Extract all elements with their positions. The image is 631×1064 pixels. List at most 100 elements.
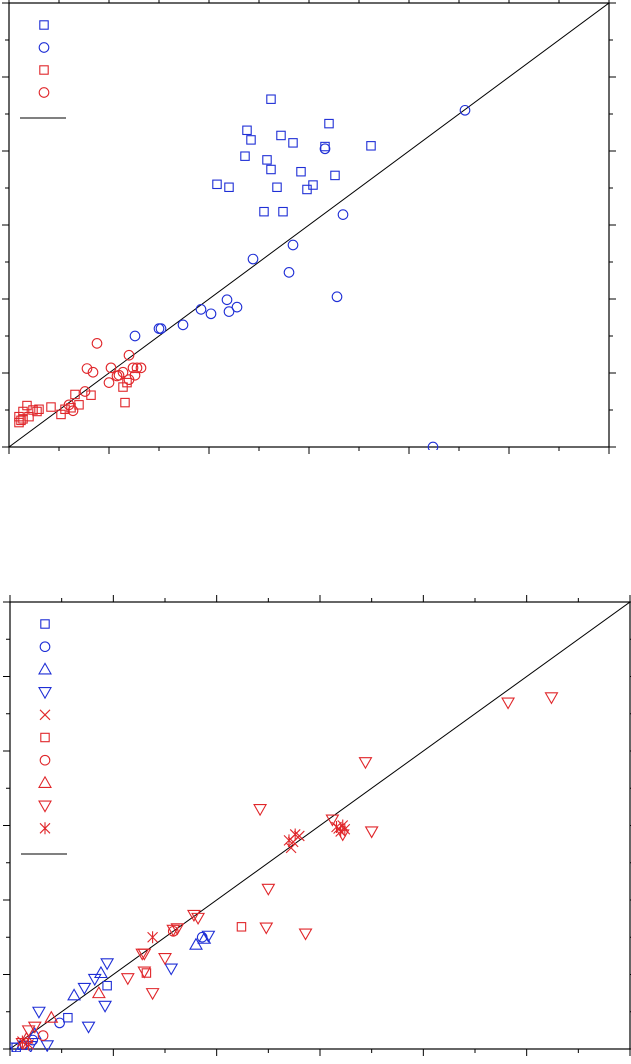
data-point-circle (131, 362, 143, 374)
data-point-square (302, 184, 312, 195)
data-point-triangle-down (364, 826, 379, 839)
data-point-triangle-down (201, 930, 216, 943)
data-point-circle (247, 253, 259, 265)
legend (20, 20, 66, 119)
legend-symbol-red-triangle-down (38, 800, 52, 813)
data-point-circle (153, 323, 165, 334)
data-point-circle (67, 405, 79, 417)
data-point-square (262, 155, 272, 165)
series-9-red-triangle-down (15, 692, 559, 1051)
data-point-triangle-down (158, 953, 172, 966)
legend-symbol-blue-square (40, 619, 50, 629)
legend-symbol-blue-circle (38, 42, 50, 53)
data-point-square (120, 397, 130, 408)
data-point-square (22, 400, 32, 411)
data-point-triangle-down (358, 757, 373, 770)
legend-symbol-red-square (40, 732, 50, 743)
axis-ticks (3, 595, 631, 1056)
data-point-triangle-down (259, 922, 274, 935)
data-point-circle (155, 323, 167, 334)
data-point-square (16, 415, 26, 426)
data-point-triangle-down (253, 804, 268, 817)
data-point-square (236, 922, 247, 932)
data-point-triangle-down (164, 963, 179, 976)
data-point-square (56, 409, 66, 420)
data-point-triangle-down (191, 912, 206, 925)
data-point-asterisk (23, 1038, 34, 1051)
data-point-triangle-up (44, 1010, 59, 1023)
data-point-square (66, 403, 76, 413)
diagonal-reference-line (9, 3, 609, 448)
data-point-triangle-down (544, 692, 559, 705)
series-8-red-triangle-up (19, 986, 106, 1044)
series-10-red-asterisk (17, 819, 351, 1051)
series-4-blue-triangle-down (10, 930, 216, 1052)
data-point-circle (283, 267, 295, 278)
scatter-plot-bottom (3, 595, 631, 1056)
data-point-circle (129, 330, 141, 342)
data-point-circle (223, 306, 235, 317)
legend-symbol-red-x (39, 709, 51, 721)
series-2-blue-circle (129, 104, 471, 450)
data-point-circle (91, 338, 103, 349)
data-point-asterisk (339, 823, 351, 836)
data-point-circle (123, 349, 135, 361)
data-point-triangle-down (501, 697, 516, 710)
data-point-circle (205, 308, 217, 320)
data-point-triangle-down (298, 928, 313, 941)
data-point-triangle-up (27, 1026, 42, 1040)
data-point-triangle-down (120, 973, 135, 986)
data-point-triangle-down (166, 924, 181, 937)
data-point-circle (287, 239, 299, 251)
data-point-circle (63, 399, 75, 411)
data-point-triangle-down (170, 923, 185, 936)
data-point-triangle-up (67, 988, 82, 1001)
data-point-circle (123, 374, 135, 386)
data-point-square (70, 389, 80, 400)
legend-symbol-red-circle (38, 87, 50, 98)
data-point-x (285, 842, 297, 854)
data-point-triangle-down (137, 948, 152, 961)
data-point-square (330, 170, 340, 181)
data-point-triangle-down (261, 883, 276, 896)
data-point-square (296, 166, 306, 177)
data-point-triangle-down (137, 966, 152, 979)
data-point-circle (331, 291, 343, 303)
data-point-circle (319, 143, 331, 155)
legend-symbol-blue-square (39, 20, 49, 30)
series-3-red-square (14, 377, 132, 428)
series-4-red-circle (63, 338, 147, 417)
data-point-square (14, 417, 24, 428)
data-point-square (46, 402, 56, 412)
data-point-circle (54, 1017, 65, 1029)
data-point-square (34, 404, 44, 415)
series-6-red-square (141, 922, 247, 978)
data-point-square (63, 1012, 73, 1023)
data-point-square (242, 125, 252, 136)
legend (21, 619, 67, 855)
data-point-triangle-down (98, 1000, 113, 1013)
legend-symbol-red-triangle-up (38, 775, 52, 788)
data-point-square (259, 206, 269, 217)
data-point-square (102, 980, 112, 991)
data-point-square (240, 151, 250, 161)
data-point-circle (177, 319, 189, 331)
data-point-triangle-down (27, 1021, 42, 1034)
data-point-triangle-down (87, 973, 102, 987)
data-point-circle (105, 362, 117, 374)
legend-symbol-blue-triangle-up (38, 662, 52, 675)
data-point-circle (231, 301, 243, 313)
data-point-square (86, 390, 96, 400)
scatter-plot-top (2, 0, 616, 454)
data-point-asterisk (289, 828, 301, 841)
data-point-triangle-down (10, 1042, 22, 1052)
data-point-circle (135, 362, 147, 374)
data-point-square (32, 406, 42, 417)
data-point-triangle-down (77, 982, 92, 996)
legend-symbol-blue-circle (39, 641, 51, 653)
data-point-square (278, 206, 288, 217)
data-point-triangle-down (31, 1006, 46, 1019)
data-point-square (324, 118, 334, 129)
data-point-circle (103, 377, 115, 388)
